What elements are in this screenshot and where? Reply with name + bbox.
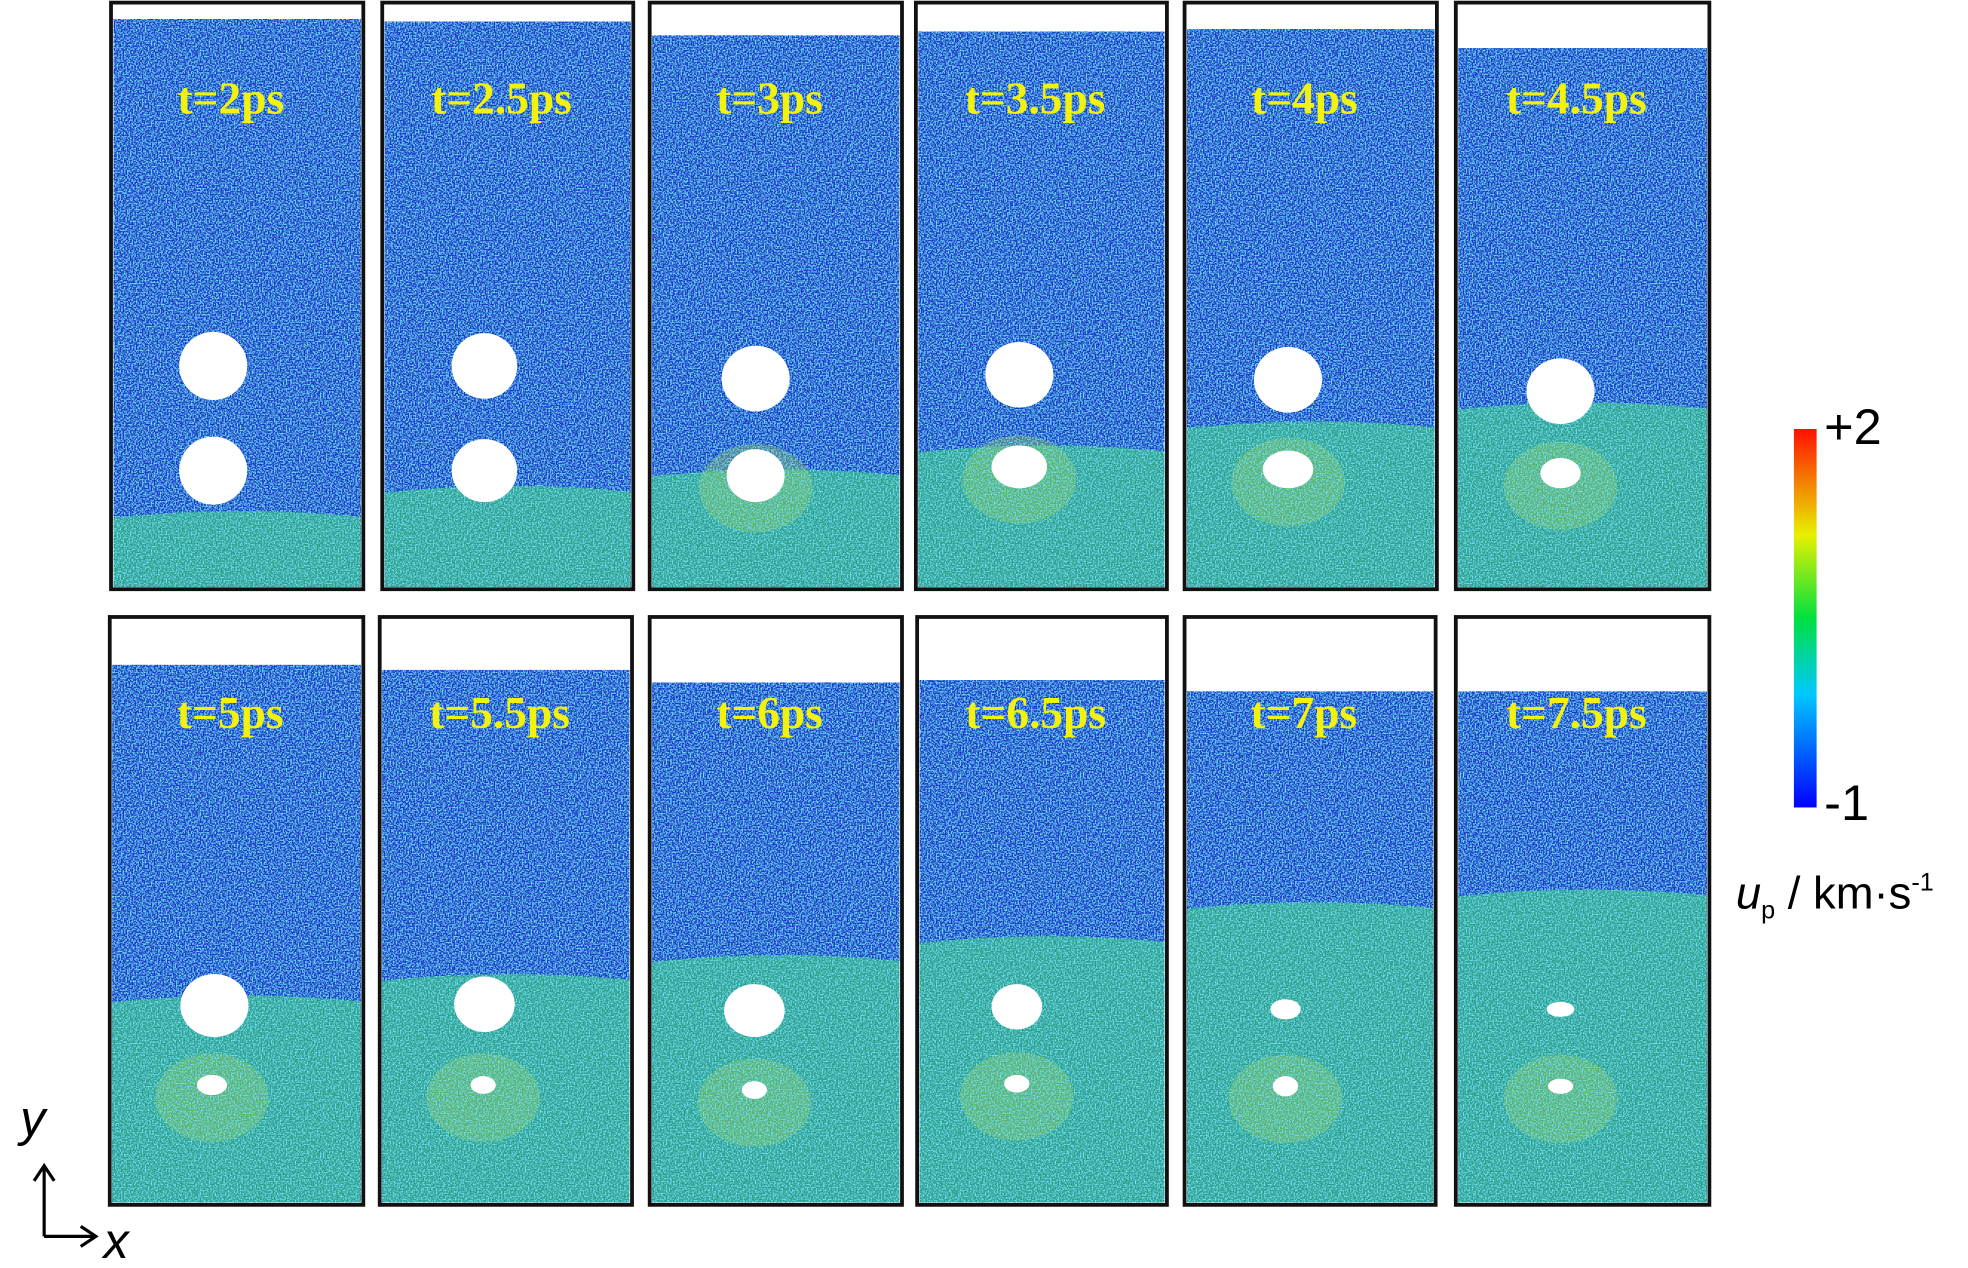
hotspot	[1503, 1054, 1618, 1144]
hotspot	[697, 1058, 812, 1147]
time-label: t=3ps	[716, 74, 823, 124]
panel: t=6ps	[647, 615, 904, 1207]
panel: t=7ps	[1182, 615, 1438, 1207]
panel-border	[107, 615, 366, 1207]
time-label: t=2ps	[178, 74, 285, 124]
panel: t=6.5ps	[915, 615, 1169, 1207]
velocity-field	[1187, 29, 1435, 587]
panel: t=5.5ps	[377, 615, 634, 1207]
velocity-field	[919, 680, 1165, 1203]
hotspot	[155, 1053, 269, 1142]
colorbar-label: up / km·s-1	[1736, 867, 1934, 924]
hotspot	[1228, 1054, 1343, 1144]
shocked-region	[384, 485, 631, 587]
symbol: u	[1736, 867, 1761, 918]
axis-arrows	[32, 1162, 99, 1248]
panel: t=2.5ps	[380, 0, 636, 592]
velocity-field	[918, 31, 1165, 587]
time-label: t=2.5ps	[431, 74, 572, 124]
panel-border	[109, 0, 366, 592]
time-label: t=5ps	[177, 688, 284, 738]
panel-border	[377, 615, 634, 1207]
time-label: t=6.5ps	[965, 688, 1106, 738]
panel-border	[1453, 0, 1712, 592]
panel: t=2ps	[109, 0, 366, 592]
axis-y: y	[17, 1089, 48, 1146]
time-label: t=7ps	[1250, 688, 1357, 738]
panel-border	[1453, 615, 1712, 1207]
shocked-region	[113, 510, 361, 587]
panel-border	[647, 615, 904, 1207]
velocity-field	[1458, 48, 1707, 587]
panel: t=4.5ps	[1453, 0, 1712, 592]
void	[179, 331, 248, 400]
subscript: p	[1761, 896, 1775, 924]
void	[1253, 347, 1323, 413]
void	[196, 1074, 228, 1096]
void	[470, 1076, 496, 1094]
void	[721, 345, 790, 412]
panel-border	[647, 0, 904, 592]
panel: t=3ps	[647, 0, 904, 592]
panel: t=3.5ps	[913, 0, 1169, 592]
velocity-field	[652, 682, 900, 1203]
time-label: t=7.5ps	[1506, 688, 1647, 738]
panel-border	[915, 615, 1169, 1207]
colorbar-max: +2	[1824, 398, 1882, 455]
velocity-field	[1458, 691, 1707, 1203]
void	[1540, 458, 1581, 489]
void	[454, 976, 515, 1033]
void	[1004, 1074, 1030, 1093]
void	[179, 436, 248, 505]
void	[741, 1081, 768, 1099]
void	[724, 984, 785, 1038]
panels: t=2ps t=2.5ps t=3ps t=3.5ps t=4ps t=4.5ps t=5p…	[107, 0, 1712, 1207]
void	[726, 449, 785, 503]
velocity-field	[382, 669, 630, 1203]
panel: t=4ps	[1182, 0, 1439, 592]
void	[1546, 1001, 1575, 1017]
time-label: t=4ps	[1251, 74, 1358, 124]
axis-x: x	[100, 1212, 130, 1268]
colorbar	[1793, 429, 1817, 808]
time-label: t=4.5ps	[1506, 74, 1647, 124]
time-label: t=3.5ps	[965, 74, 1106, 124]
velocity-field	[112, 664, 361, 1203]
void	[1547, 1078, 1574, 1094]
void	[451, 333, 518, 399]
time-label: t=6ps	[716, 688, 823, 738]
velocity-field	[1187, 691, 1434, 1203]
void	[991, 445, 1048, 489]
panel-border	[1182, 615, 1438, 1207]
panel-border	[380, 0, 636, 592]
void	[1272, 1076, 1299, 1097]
shocked-region	[1458, 889, 1707, 1203]
hotspot	[426, 1053, 540, 1142]
superscript: -1	[1911, 869, 1933, 897]
panel-border	[1182, 0, 1439, 592]
unit: / km·s	[1775, 867, 1911, 918]
void	[985, 341, 1054, 408]
void	[451, 439, 518, 503]
void	[1526, 358, 1595, 424]
void	[1262, 450, 1314, 489]
shocked-region	[1187, 902, 1434, 1203]
panel-border	[913, 0, 1169, 592]
velocity-field	[652, 35, 900, 587]
void	[991, 984, 1043, 1030]
hotspot	[960, 1052, 1074, 1141]
void	[1270, 999, 1301, 1020]
time-label: t=5.5ps	[429, 688, 570, 738]
void	[180, 973, 249, 1038]
colorbar-min: -1	[1824, 774, 1869, 831]
panel: t=5ps	[107, 615, 366, 1207]
panel: t=7.5ps	[1453, 615, 1712, 1207]
